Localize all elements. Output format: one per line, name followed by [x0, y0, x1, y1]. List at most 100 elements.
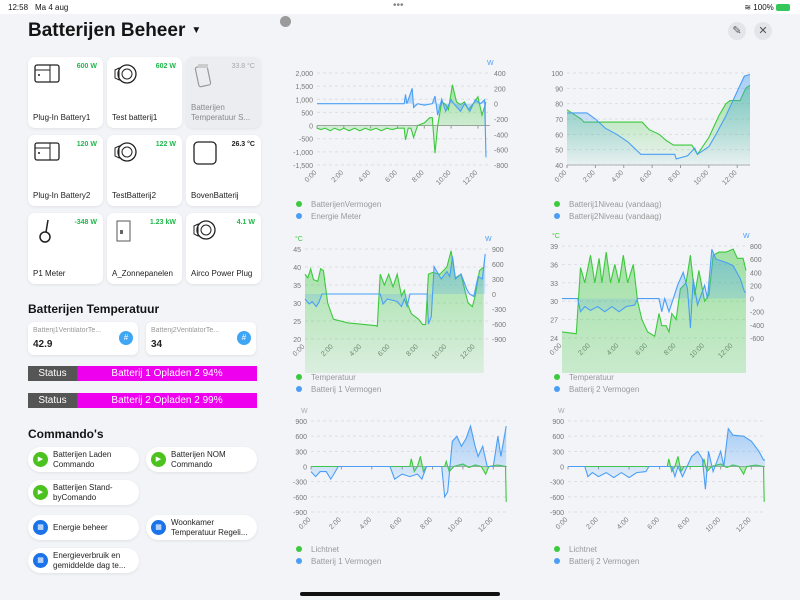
entity-tile[interactable]: 26.3 °C BovenBatterij [186, 135, 261, 206]
dashboard-icon: ▦ [33, 520, 48, 535]
y-tick-label: -300 [550, 480, 564, 487]
legend-item[interactable]: BatterijenVermogen [296, 200, 381, 209]
legend-item[interactable]: Batterij 1 Vermogen [296, 385, 381, 394]
entity-tile[interactable]: 600 W Plug-In Battery1 [28, 57, 103, 128]
legend-item[interactable]: Batterij2Niveau (vandaag) [554, 212, 662, 221]
legend-item[interactable]: Batterij 1 Vermogen [296, 557, 381, 566]
command-button[interactable]: ▦ Woonkamer Temperatuur Regeli... [146, 515, 257, 540]
x-tick-label: 0:00 [292, 343, 307, 358]
x-tick-label: 12:00 [462, 169, 479, 186]
y-tick-label: 60 [555, 132, 563, 139]
entity-tile[interactable]: 1.23 kW A_Zonnepanelen [107, 213, 182, 284]
legend-item[interactable]: Lichtnet [296, 545, 339, 554]
legend-item[interactable]: Batterij 2 Vermogen [554, 385, 639, 394]
tile-value: 122 W [155, 141, 176, 148]
entity-tile[interactable]: 33.8 °C Batterijen Temperatuur S... [186, 57, 261, 128]
page-title[interactable]: Batterijen Beheer ▼ [28, 20, 201, 42]
chart-svg: 2,000 1,500 1,000 500 0 -500 -1,000 -1,500 400 20… [293, 60, 508, 187]
y2-tick-label: 900 [492, 247, 504, 254]
y-tick-label: 30 [550, 299, 558, 306]
number-value[interactable]: 34 [151, 339, 163, 350]
number-input-batterij2[interactable]: Batterij2VentilatorTe... 34 # [146, 322, 256, 355]
legend-item[interactable]: Temperatuur [554, 373, 614, 382]
plug-icon [193, 220, 216, 240]
y2-tick-label: 200 [494, 86, 506, 93]
close-button[interactable]: ✕ [754, 22, 772, 40]
legend-item[interactable]: Lichtnet [554, 545, 597, 554]
x-tick-label: 12:00 [721, 169, 738, 186]
y-tick-label: -900 [550, 510, 564, 517]
x-tick-label: 0:00 [298, 516, 313, 531]
legend-dot-icon [554, 546, 560, 552]
battery-icon [34, 64, 60, 83]
y-tick-label: 100 [551, 71, 563, 78]
number-input-batterij1[interactable]: Batterij1VentilatorTe... 42.9 # [28, 322, 138, 355]
command-label: Batterijen Laden Commando [53, 450, 112, 469]
command-button[interactable]: ▦ Energieverbruik en gemiddelde dag te... [28, 548, 139, 573]
y-tick-label: -600 [293, 495, 307, 502]
legend-item[interactable]: Batterij 2 Vermogen [554, 557, 639, 566]
history-graph: 45 40 35 30 25 20 900 600 300 0 -300 -600 -900 °C W 0:0… [282, 228, 542, 403]
y-tick-label: 45 [293, 247, 301, 254]
legend-label: Lichtnet [311, 545, 340, 554]
play-icon: ▶ [151, 452, 166, 467]
entity-tile[interactable]: 602 W Test batterij1 [107, 57, 182, 128]
clock: 12:58 [8, 3, 29, 12]
series-line [562, 249, 746, 329]
status-value: Batterij 2 Opladen 2 99% [77, 393, 257, 408]
legend-dot-icon [554, 558, 560, 564]
y-tick-label: -500 [299, 137, 313, 144]
command-button[interactable]: ▶ Batterijen Stand-byComando [28, 480, 139, 505]
switch-icon [193, 141, 217, 165]
command-label: Woonkamer Temperatuur Regeli... [171, 518, 248, 537]
y2-tick-label: -900 [492, 337, 506, 344]
command-label: Batterijen NOM Commando [171, 450, 226, 469]
series-line [316, 84, 487, 154]
legend-label: Batterij 1 Vermogen [311, 385, 382, 394]
tile-value: 4.1 W [236, 219, 255, 226]
chart-svg: 45 40 35 30 25 20 900 600 300 0 -300 -600 -900 °C W 0:0… [292, 235, 506, 373]
entity-tile[interactable]: 4.1 W Airco Power Plug [186, 213, 261, 284]
series-area [311, 426, 507, 497]
x-tick-label: 12:00 [477, 516, 494, 533]
y-tick-label: 40 [555, 163, 563, 170]
edit-button[interactable]: ✎ [728, 22, 746, 40]
battery-icon [776, 4, 790, 11]
number-value[interactable]: 42.9 [33, 339, 53, 350]
status-badge-batterij1: Status Batterij 1 Opladen 2 94% [28, 366, 257, 381]
y2-tick-label: -300 [492, 307, 506, 314]
entity-tile[interactable]: -348 W P1 Meter [28, 213, 103, 284]
tile-label: Test batterij1 [112, 113, 158, 122]
legend-item[interactable]: Temperatuur [296, 373, 356, 382]
y2-tick-label: -600 [750, 336, 764, 343]
tile-value: 600 W [76, 63, 97, 70]
command-label: Energieverbruik en gemiddelde dag te... [53, 551, 126, 570]
wifi-icon: ≋ [744, 3, 752, 12]
y-tick-label: -1,000 [293, 150, 313, 157]
plug-icon [114, 142, 137, 162]
chart-svg: 100 90 80 70 60 50 400:00 2:00 4:00 6:00 8:00 10:00… [551, 71, 751, 187]
assistive-touch-icon[interactable] [280, 16, 291, 27]
command-button[interactable]: ▦ Energie beheer [28, 515, 139, 540]
y-tick-label: 90 [555, 86, 563, 93]
series-line [317, 88, 487, 158]
multitask-dots-icon[interactable]: ••• [393, 0, 404, 11]
section-title-commands: Commando's [28, 427, 104, 441]
section-title-temperature: Batterijen Temperatuur [28, 302, 160, 316]
home-indicator[interactable] [300, 592, 500, 596]
y2-tick-label: 600 [750, 257, 762, 264]
y2-axis-unit: W [487, 60, 494, 67]
command-button[interactable]: ▶ Batterijen Laden Commando [28, 447, 139, 472]
tile-label: Airco Power Plug [191, 269, 253, 278]
number-label: Batterij1VentilatorTe... [33, 327, 102, 334]
legend-item[interactable]: Batterij1Niveau (vandaag) [554, 200, 662, 209]
y-tick-label: 0 [309, 124, 313, 131]
entity-tile[interactable]: 122 W TestBatterij2 [107, 135, 182, 206]
entity-tile[interactable]: 120 W Plug-In Battery2 [28, 135, 103, 206]
chart-svg: 900 600 300 0 -300 -600 -900 W 0:00 2:00 4:00 6:00 8… [293, 408, 507, 534]
legend-item[interactable]: Energie Meter [296, 212, 361, 221]
x-tick-label: 8:00 [677, 516, 692, 531]
command-button[interactable]: ▶ Batterijen NOM Commando [146, 447, 257, 472]
legend-dot-icon [296, 213, 302, 219]
legend-dot-icon [296, 374, 302, 380]
